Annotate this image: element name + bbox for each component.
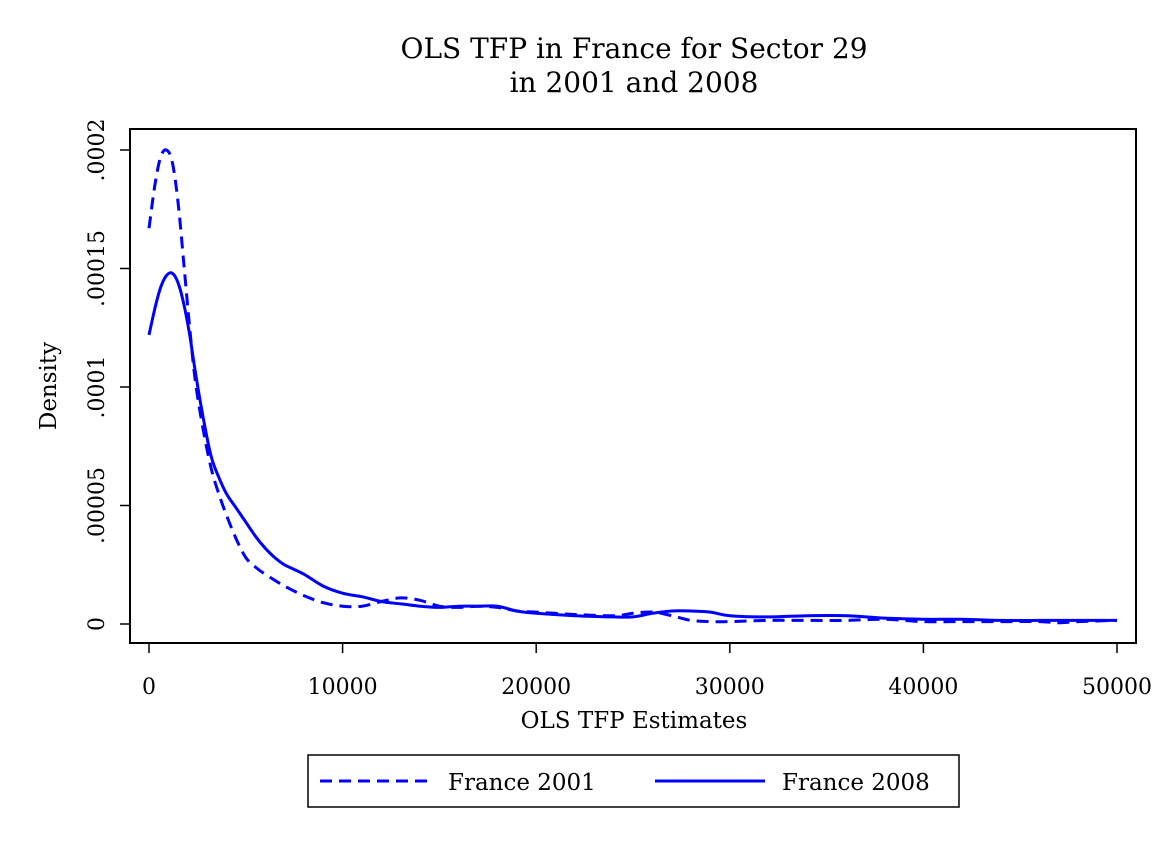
y-tick-label-0001: .0001	[85, 356, 110, 419]
y-tick-label-0: 0	[85, 617, 110, 631]
x-tick-label-0: 0	[142, 675, 156, 700]
y-tick-label-0002: .0002	[85, 119, 110, 182]
x-tick-label-50000: 50000	[1082, 675, 1152, 700]
y-tick-label-00005: .00005	[85, 467, 110, 544]
x-tick-label-30000: 30000	[695, 675, 765, 700]
y-axis-label: Density	[36, 342, 62, 430]
legend-label-france-2001: France 2001	[448, 770, 596, 796]
chart-subtitle: in 2001 and 2008	[510, 66, 759, 99]
series-line-france-2008	[147, 271, 1117, 622]
legend: France 2001 France 2008	[307, 754, 960, 808]
x-tick-label-20000: 20000	[501, 675, 571, 700]
y-tick-label-00015: .00015	[85, 230, 110, 307]
plot-area-frame	[129, 128, 1137, 644]
chart-title: OLS TFP in France for Sector 29	[400, 32, 867, 65]
x-axis-label: OLS TFP Estimates	[521, 708, 748, 734]
x-axis: 0 10000 20000 30000 40000 50000	[142, 643, 1152, 700]
x-tick-label-40000: 40000	[888, 675, 958, 700]
legend-label-france-2008: France 2008	[782, 770, 930, 796]
y-axis: 0 .00005 .0001 .00015 .0002	[85, 119, 130, 631]
x-tick-label-10000: 10000	[308, 675, 378, 700]
series-layer	[147, 148, 1118, 625]
